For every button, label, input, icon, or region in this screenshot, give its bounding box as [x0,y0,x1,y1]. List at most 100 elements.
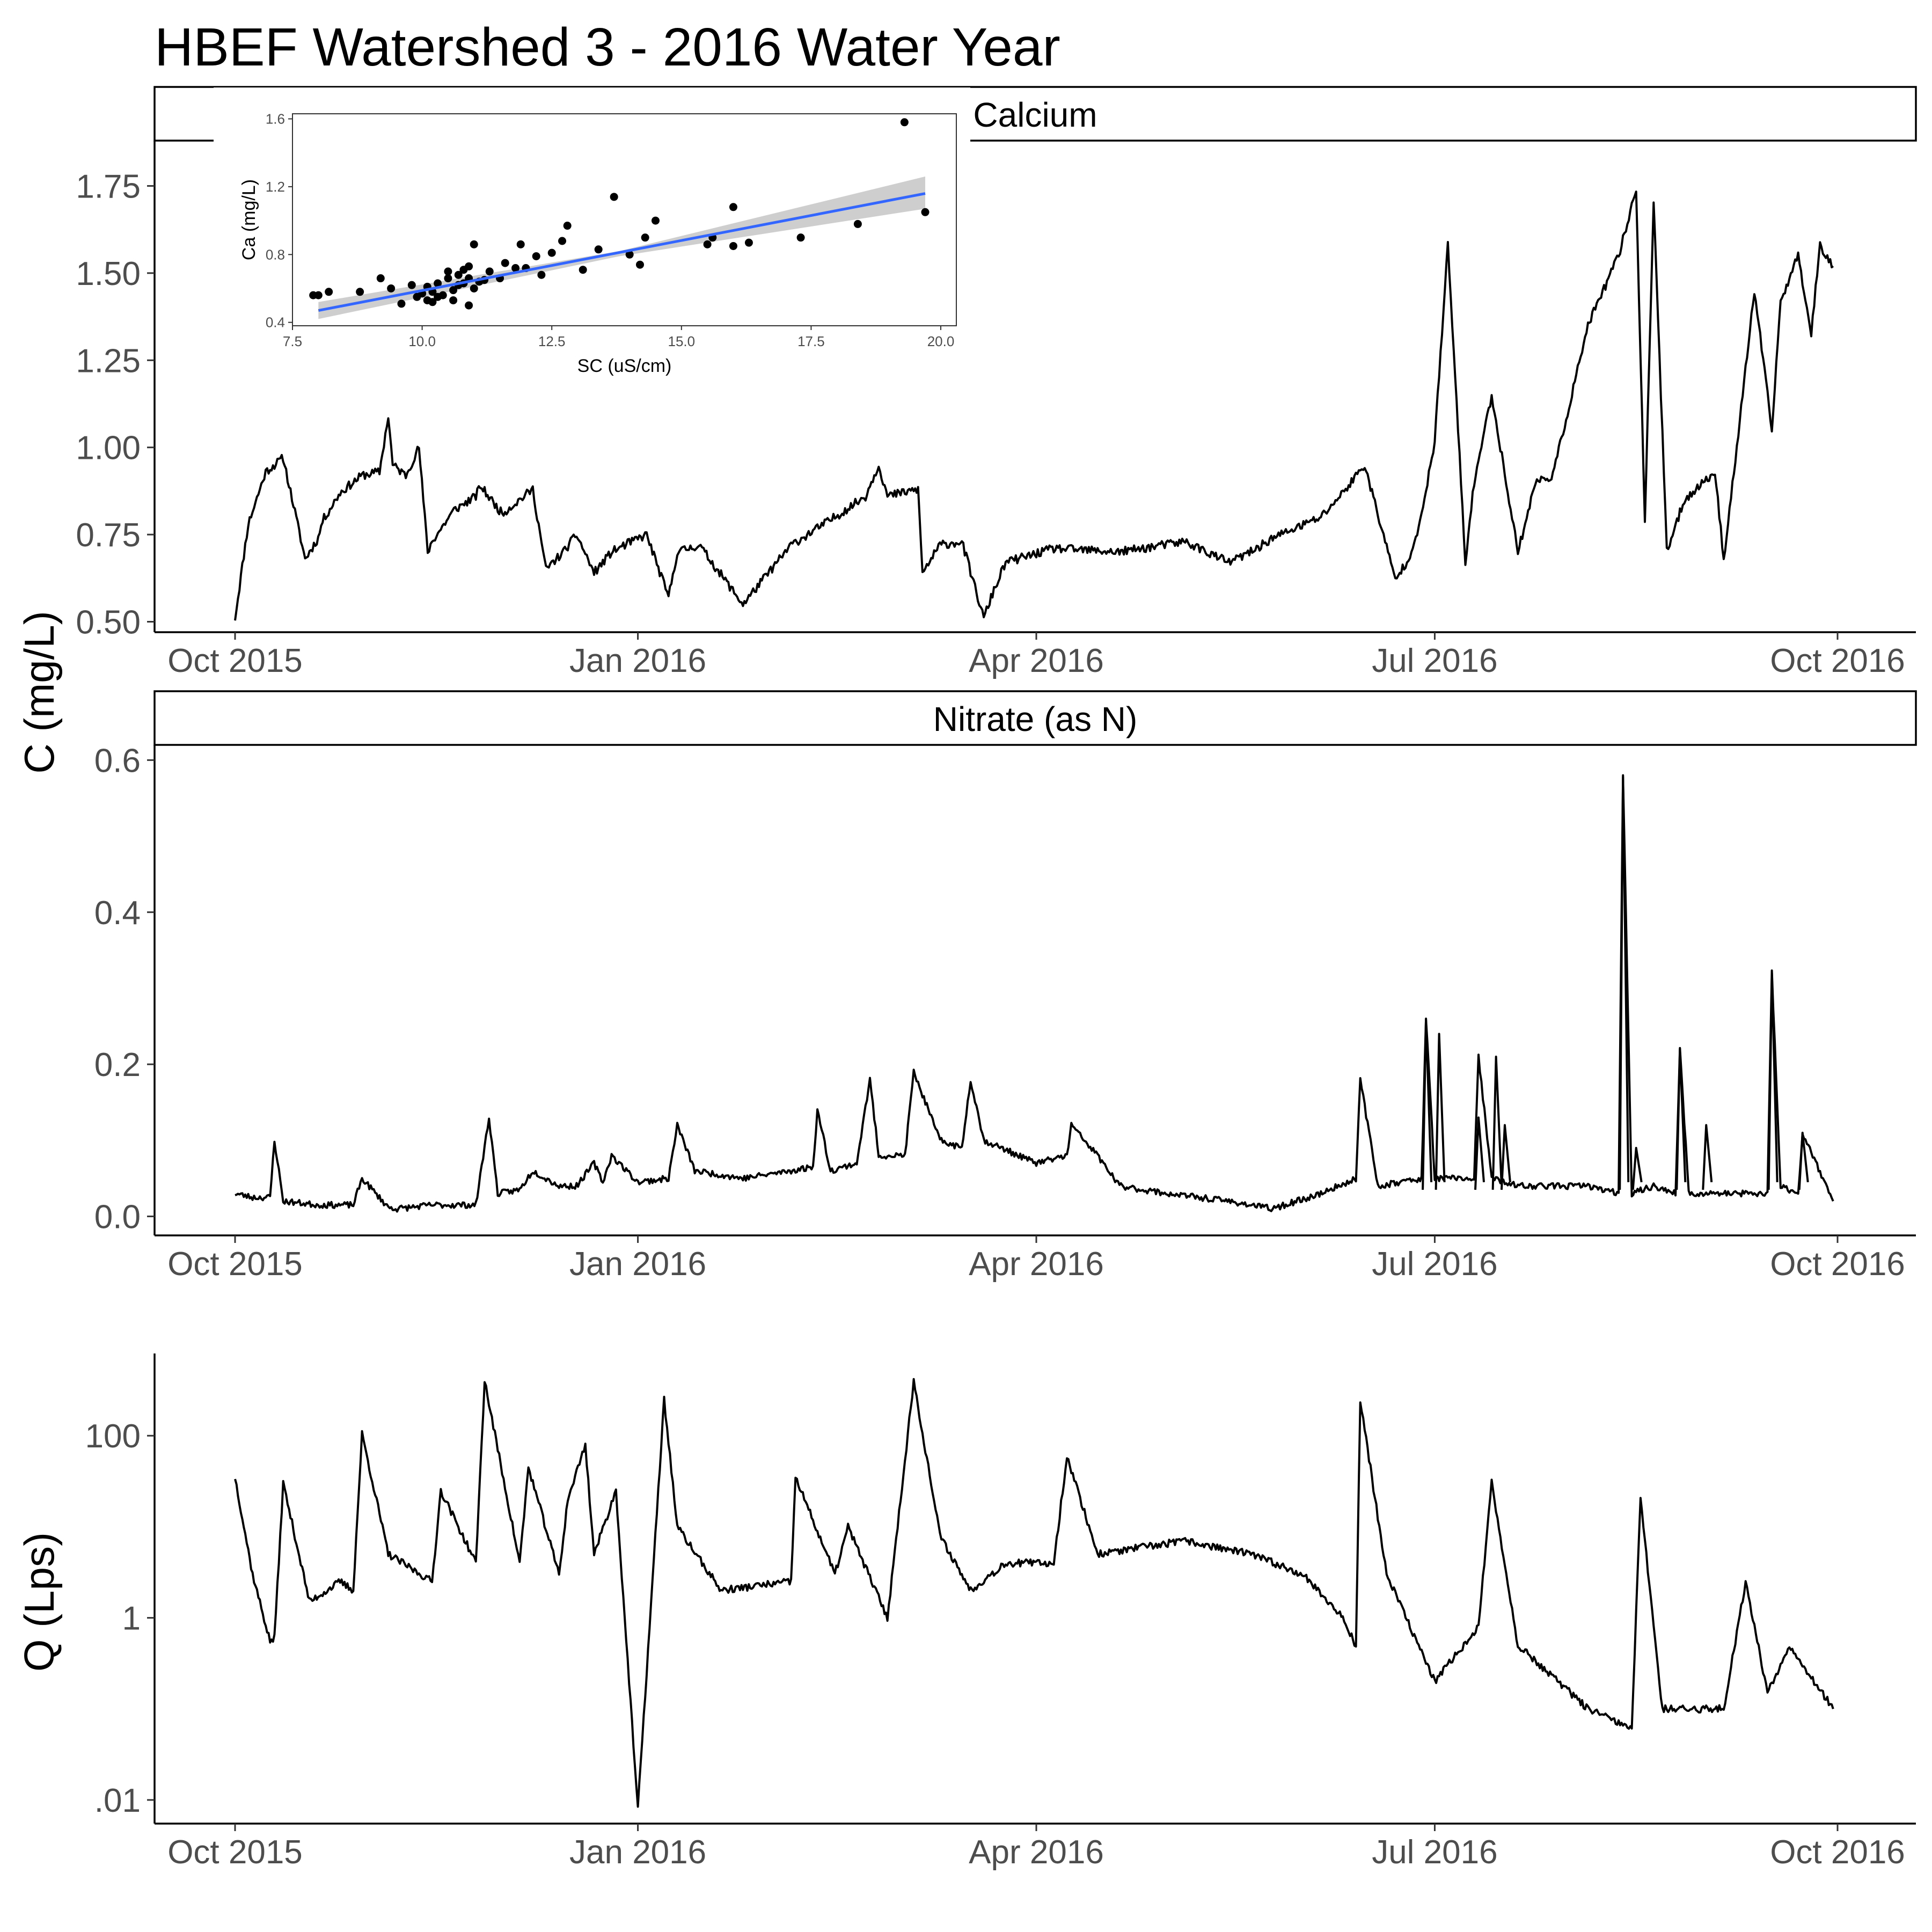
y-tick-label: 1.50 [76,255,141,292]
inset-point [454,270,463,279]
x-tick-label: Jul 2016 [1372,1834,1497,1871]
x-tick-label: Oct 2016 [1770,642,1905,679]
calcium-series-line [234,191,1834,621]
x-tick-label: Jan 2016 [569,1834,706,1871]
inset-point [397,299,406,308]
inset-point [376,274,385,283]
discharge-series-line [234,1378,1834,1808]
nitrate-strip-label: Nitrate (as N) [933,700,1138,738]
nitrate-panel: Nitrate (as N) 0.0 0.2 0.4 0.6 Oct 2015 Jan 2… [94,690,1917,1283]
nitrate-spike [1798,1131,1809,1190]
inset-point [921,208,930,216]
nitrate-series-line [235,775,1834,1213]
x-tick-label: Oct 2015 [167,1246,303,1283]
inset-point [465,262,473,270]
inset-point [610,193,618,201]
inset-point [641,233,649,242]
x-tick-label: Jan 2016 [569,1246,706,1283]
nitrate-spike [1435,1033,1446,1190]
inset-point [796,233,805,242]
calcium-strip-label: Calcium [973,96,1097,134]
inset-y-tick-label: 1.6 [266,111,285,127]
inset-y-tick-label: 0.4 [266,314,285,331]
nitrate-spike [1491,1055,1503,1190]
inset-point [444,267,452,276]
inset-fit-line [318,192,926,312]
x-tick-label: Apr 2016 [969,1834,1104,1871]
nitrate-series [235,774,1834,1213]
nitrate-spike [1422,1018,1433,1190]
inset-point [651,216,660,225]
inset-point [465,301,473,310]
chart-title: HBEF Watershed 3 - 2016 Water Year [155,17,1060,77]
inset-x-tick-label: 10.0 [408,333,436,349]
y-tick-label: .01 [94,1782,141,1819]
inset-point [407,281,416,289]
inset-point [744,238,753,247]
inset-y-tick-label: 0.8 [266,246,285,262]
inset-point [547,248,556,257]
inset-y-axis-label: Ca (mg/L) [239,179,259,260]
x-tick-label: Jul 2016 [1372,1246,1497,1283]
inset-point [438,291,447,299]
inset-point [594,245,603,254]
inset-point [532,252,540,260]
x-tick-label: Jan 2016 [569,642,706,679]
x-tick-label: Oct 2016 [1770,1246,1905,1283]
inset-point [853,219,862,228]
inset-point [703,240,712,248]
inset-x-tick-label: 7.5 [283,333,302,349]
inset-x-tick-label: 17.5 [797,333,825,349]
x-tick-label: Oct 2016 [1770,1834,1905,1871]
inset-point [501,259,509,267]
nitrate-strip [153,690,1917,746]
calcium-series [234,191,1834,621]
x-tick-label: Apr 2016 [969,1246,1104,1283]
nitrate-spike [1767,972,1779,1190]
inset-confidence-band [318,176,926,319]
nitrate-spike [1675,1048,1687,1190]
inset-point [325,288,333,296]
y-tick-label: 0.0 [94,1199,141,1236]
nitrate-spike [1474,1116,1485,1190]
y-tick-label: 0.50 [76,604,141,641]
nitrate-spike [1631,1147,1643,1190]
inset-plot: 7.5 10.0 12.5 15.0 17.5 20.0 0.4 0.8 1.2 1.6 SC (u… [239,111,957,376]
inset-point [900,118,909,127]
y-tick-label: 0.6 [94,742,141,779]
y-tick-label: 100 [85,1418,141,1455]
inset-x-axis-label: SC (uS/cm) [577,356,672,376]
inset-point [625,250,634,259]
y-tick-label: 0.4 [94,895,141,932]
inset-point [485,267,494,276]
inset-point [537,270,546,279]
calcium-sc-inset: 7.5 10.0 12.5 15.0 17.5 20.0 0.4 0.8 1.2 1.6 SC (u… [214,87,970,385]
calcium-axes: 0.50 0.75 1.00 1.25 1.50 1.75 Oct 2015 Jan 2016… [76,141,1916,679]
inset-point [449,286,458,295]
y-tick-label: 1 [122,1600,141,1637]
inset-point [449,296,458,305]
inset-point [444,274,452,283]
inset-x-tick-label: 15.0 [668,333,696,349]
inset-point [563,222,572,230]
y-axis-label-concentration: C (mg/L) [16,611,63,773]
inset-point [387,284,396,292]
discharge-series [234,1378,1834,1808]
inset-point [356,288,364,296]
x-tick-label: Oct 2015 [167,1834,303,1871]
inset-x-tick-label: 12.5 [538,333,566,349]
inset-point [516,240,525,248]
y-axis-label-discharge: Q (Lps) [16,1532,63,1672]
y-tick-label: 0.2 [94,1046,141,1084]
inset-point [470,240,478,248]
x-tick-label: Apr 2016 [969,642,1104,679]
inset-point [579,266,587,274]
inset-point [729,203,737,211]
x-tick-label: Oct 2015 [167,642,303,679]
inset-point [511,264,520,273]
inset-point [729,241,737,250]
inset-point [635,260,644,269]
y-tick-label: 1.00 [76,430,141,467]
y-tick-label: 0.75 [76,517,141,554]
